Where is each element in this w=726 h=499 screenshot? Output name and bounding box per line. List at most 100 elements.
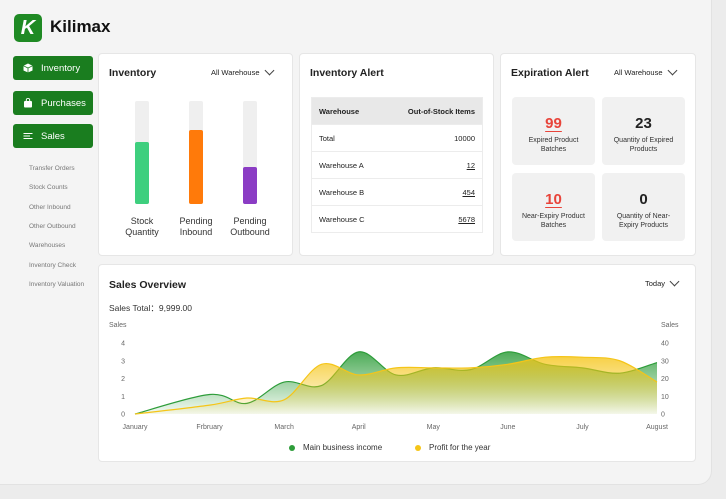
nav-sales-button[interactable]: Sales [13, 124, 93, 148]
chevron-down-icon [669, 276, 680, 287]
right-axis-tick-label: 10 [661, 394, 669, 401]
legend-dot [415, 444, 421, 451]
near-expiry-quantity-tile: 0 Quantity of Near-Expiry Products [602, 173, 685, 241]
sales-overview-title: Sales Overview [109, 279, 187, 291]
out-of-stock-link[interactable]: 12 [466, 160, 475, 170]
pending-outbound-label: Pending Outbound [230, 216, 270, 237]
right-axis-tick-label: 20 [661, 376, 669, 383]
legend-main-income: Main business income [289, 443, 382, 452]
x-axis-tick-label: Frbruary [196, 424, 223, 431]
column-header-out-of-stock: Out-of-Stock Items [384, 97, 483, 125]
nav-inventory-button[interactable]: Inventory [13, 56, 93, 80]
x-axis-tick-label: January [123, 424, 148, 431]
subnav-other-inbound[interactable]: Other Inbound [29, 204, 71, 211]
near-expiry-batches-tile[interactable]: 10 Near-Expiry Product Batches [512, 173, 595, 241]
right-axis-title: Sales [661, 322, 679, 329]
inventory-title: Inventory [109, 67, 157, 79]
series-line-1 [134, 355, 658, 415]
out-of-stock-link[interactable]: 5678 [458, 214, 475, 224]
expired-batches-tile[interactable]: 99 Expired Product Batches [512, 97, 595, 165]
expiration-warehouse-dropdown[interactable]: All Warehouse [614, 65, 677, 77]
near-expiry-quantity-label: Quantity of Near-Expiry Products [616, 213, 671, 229]
legend-dot [289, 444, 295, 451]
list-icon [23, 132, 33, 140]
x-axis-tick-label: July [576, 424, 589, 431]
expired-batches-value[interactable]: 99 [545, 115, 562, 132]
left-axis-tick-label: 1 [121, 394, 125, 401]
inventory-warehouse-dropdown[interactable]: All Warehouse [211, 65, 274, 77]
near-expiry-batches-value[interactable]: 10 [545, 191, 562, 208]
expired-batches-label: Expired Product Batches [528, 137, 579, 153]
table-row: Warehouse C 5678 [311, 205, 483, 233]
bag-icon [24, 98, 32, 108]
subnav-inventory-valuation[interactable]: Inventory Valuation [29, 281, 85, 288]
warehouse-name: Total [311, 124, 384, 152]
pending-inbound-bar [189, 129, 203, 204]
table-row: Total 10000 [311, 124, 483, 152]
warehouse-name: Warehouse B [311, 178, 384, 206]
brand-name: Kilimax [50, 17, 111, 36]
pending-outbound-bar-track [243, 101, 257, 204]
subnav-inventory-check[interactable]: Inventory Check [29, 262, 76, 269]
sales-period-value: Today [645, 279, 666, 288]
warehouse-name: Warehouse A [311, 151, 384, 179]
expired-quantity-label: Quantity of Expired Products [613, 137, 674, 153]
near-expiry-quantity-value: 0 [639, 191, 648, 208]
subnav-other-outbound[interactable]: Other Outbound [29, 223, 76, 230]
x-axis-tick-label: April [352, 424, 366, 431]
nav-inventory-label: Inventory [41, 62, 81, 74]
table-row: Warehouse A 12 [311, 151, 483, 179]
brand-logo: K [14, 14, 42, 42]
right-axis-tick-label: 0 [661, 412, 665, 419]
legend-label: Profit for the year [429, 443, 491, 452]
right-axis-tick-label: 30 [661, 358, 669, 365]
left-axis-title: Sales [109, 322, 127, 329]
x-axis-tick-label: May [427, 424, 441, 431]
x-axis-tick-label: March [274, 424, 294, 431]
left-axis-tick-label: 3 [121, 358, 125, 365]
chevron-down-icon [667, 65, 677, 76]
legend-label: Main business income [303, 443, 383, 452]
left-axis-tick-label: 2 [121, 376, 125, 383]
table-row: Warehouse B 454 [311, 178, 483, 206]
out-of-stock-value: 10000 [384, 124, 483, 152]
left-axis-tick-label: 4 [121, 341, 125, 348]
sales-overview-card: Sales Overview Today Sales Total：9,999.0… [98, 264, 696, 462]
inventory-card: Inventory All Warehouse Stock Quantity Pe… [98, 53, 293, 256]
out-of-stock-link[interactable]: 454 [462, 187, 475, 197]
expiration-alert-card: Expiration Alert All Warehouse 99 Expire… [500, 53, 696, 256]
chevron-down-icon [264, 65, 274, 76]
stock-quantity-label: Stock Quantity [125, 216, 159, 237]
expiration-alert-title: Expiration Alert [511, 67, 589, 79]
warehouse-name: Warehouse C [311, 205, 384, 233]
column-header-warehouse: Warehouse [311, 97, 384, 125]
box-icon [23, 63, 33, 73]
pending-outbound-bar [243, 166, 257, 204]
expiration-filter-value: All Warehouse [614, 68, 663, 77]
subnav-stock-counts[interactable]: Stock Counts [29, 184, 68, 191]
inventory-alert-card: Inventory Alert Warehouse Out-of-Stock I… [299, 53, 494, 256]
series-area-1 [135, 356, 657, 414]
left-axis-tick-label: 0 [121, 412, 125, 419]
legend-profit: Profit for the year [415, 443, 490, 452]
nav-sales-label: Sales [41, 130, 65, 142]
subnav-warehouses[interactable]: Warehouses [29, 242, 66, 249]
nav-purchases-button[interactable]: Purchases [13, 91, 93, 115]
subnav-transfer-orders[interactable]: Transfer Orders [29, 165, 75, 172]
inventory-alert-title: Inventory Alert [310, 67, 384, 79]
nav-purchases-label: Purchases [41, 97, 86, 109]
pending-inbound-bar-track [189, 101, 203, 204]
right-axis-tick-label: 40 [661, 341, 669, 348]
table-header-row: Warehouse Out-of-Stock Items [311, 97, 483, 125]
pending-inbound-label: Pending Inbound [179, 216, 213, 237]
expired-quantity-tile: 23 Quantity of Expired Products [602, 97, 685, 165]
expired-quantity-value: 23 [635, 115, 652, 132]
sales-total: Sales Total：9,999.00 [109, 303, 193, 313]
near-expiry-batches-label: Near-Expiry Product Batches [521, 213, 586, 229]
sales-period-dropdown[interactable]: Today [645, 276, 680, 288]
inventory-alert-table: Warehouse Out-of-Stock Items Total 10000… [311, 97, 483, 233]
x-axis-tick-label: June [500, 424, 515, 431]
inventory-filter-value: All Warehouse [211, 68, 260, 77]
stock-quantity-bar-track [135, 101, 149, 204]
